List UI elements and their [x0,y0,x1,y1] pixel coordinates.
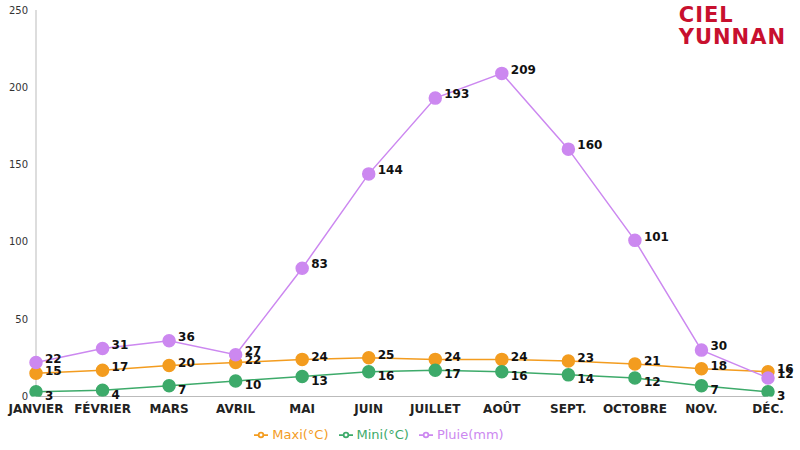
svg-text:27: 27 [245,344,262,358]
svg-text:23: 23 [577,351,594,365]
svg-text:21: 21 [644,354,661,368]
svg-text:15: 15 [45,363,62,378]
svg-text:JANVIER: JANVIER [8,402,63,416]
svg-text:36: 36 [178,330,195,344]
svg-text:13: 13 [311,374,328,388]
svg-text:JUIN: JUIN [353,402,383,416]
svg-text:MARS: MARS [150,402,189,416]
svg-text:30: 30 [710,339,727,353]
svg-text:50: 50 [15,314,28,325]
svg-text:83: 83 [311,257,328,271]
html-text:Pluie(mm): Pluie(mm) [436,426,504,442]
svg-text:3: 3 [777,389,785,403]
svg-text:12: 12 [777,367,792,381]
svg-text:22: 22 [45,352,62,366]
svg-text:12: 12 [644,375,661,389]
svg-text:10: 10 [245,378,262,392]
svg-text:OCTOBRE: OCTOBRE [603,402,667,416]
html-text:Mini(°C): Mini(°C) [356,426,409,442]
svg-text:17: 17 [112,360,129,374]
svg-text:FÉVRIER: FÉVRIER [74,401,131,416]
svg-text:AVRIL: AVRIL [216,402,255,416]
svg-text:14: 14 [577,372,594,386]
svg-text:16: 16 [511,369,528,383]
svg-text:7: 7 [178,383,186,397]
svg-text:16: 16 [378,369,395,383]
svg-text:3: 3 [45,389,53,403]
svg-text:DÉC.: DÉC. [752,401,784,416]
svg-text:31: 31 [112,338,129,352]
svg-text:17: 17 [444,367,461,381]
svg-text:4: 4 [112,388,120,402]
svg-text:193: 193 [444,87,469,101]
svg-text:144: 144 [378,163,403,177]
svg-text:100: 100 [9,236,28,247]
svg-text:0: 0 [22,391,28,402]
svg-text:22: 22 [244,352,262,367]
svg-text:NOV.: NOV. [685,402,717,416]
svg-text:SEPT.: SEPT. [550,402,587,416]
svg-text:24: 24 [511,350,528,364]
svg-text:18: 18 [710,359,727,373]
svg-text:209: 209 [511,63,536,77]
svg-text:160: 160 [577,138,602,152]
svg-text:200: 200 [9,82,28,93]
svg-text:JUILLET: JUILLET [409,402,461,416]
html-text:Maxi(°C): Maxi(°C) [272,426,329,442]
svg-text:24: 24 [311,350,328,364]
svg-text:MAI: MAI [289,402,315,416]
svg-text:250: 250 [9,5,28,16]
svg-text:20: 20 [178,356,195,370]
svg-text:25: 25 [378,348,395,362]
svg-text:AOÛT: AOÛT [483,401,521,416]
svg-text:150: 150 [9,159,28,170]
html-text:CIEL: CIEL [678,3,734,27]
svg-text:24: 24 [444,350,461,364]
svg-text:101: 101 [644,230,669,244]
svg-text:7: 7 [710,383,718,397]
html-text:YUNNAN: YUNNAN [678,25,786,49]
